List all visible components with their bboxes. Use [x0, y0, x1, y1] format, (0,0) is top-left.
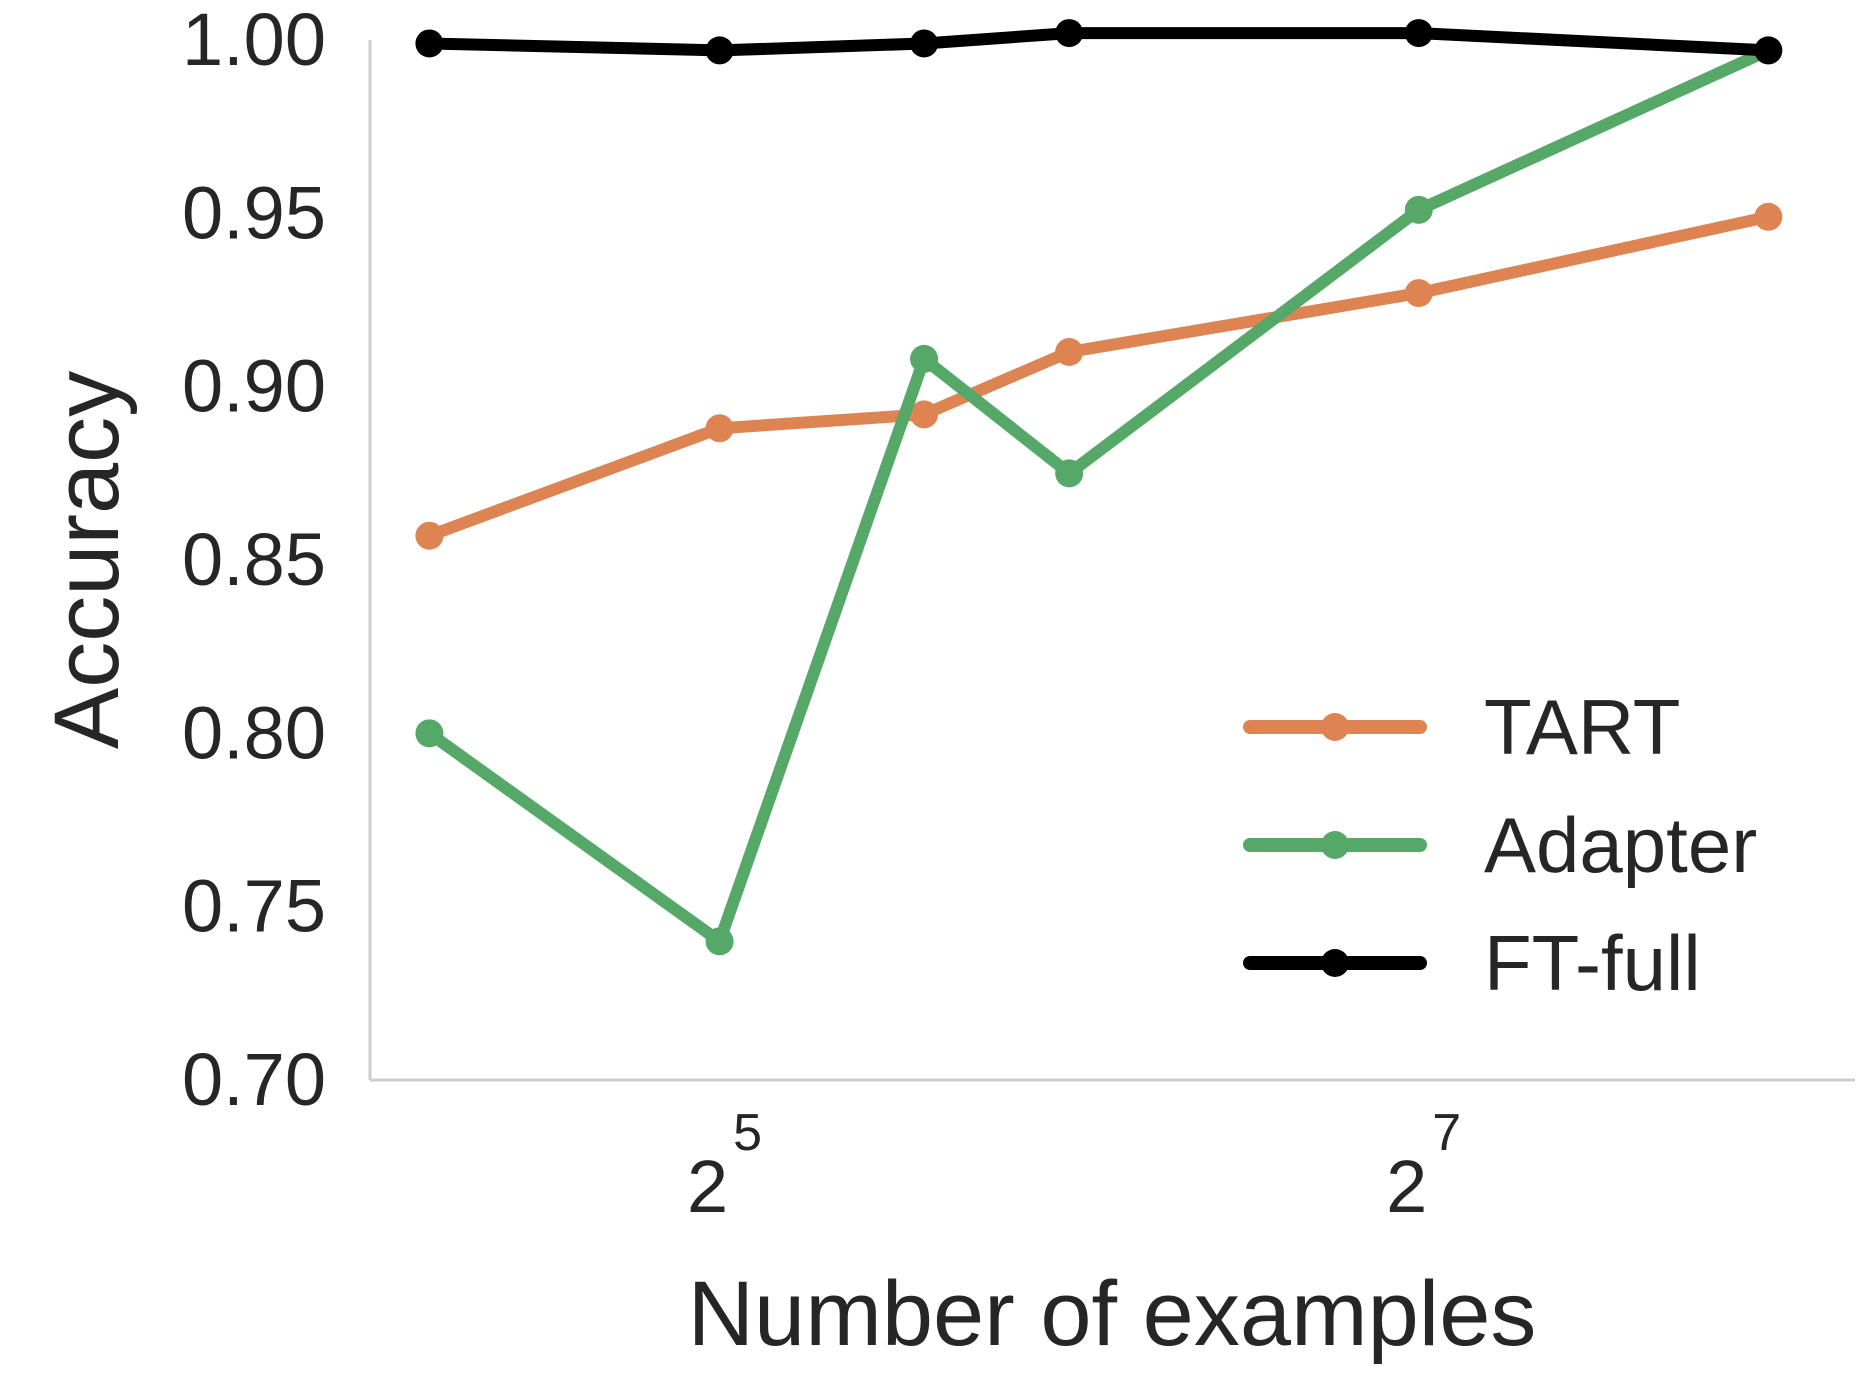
data-point [705, 36, 734, 65]
series-ft-full [415, 19, 1783, 65]
data-point [415, 29, 444, 58]
x-axis-label: Number of examples [688, 1263, 1537, 1365]
data-point [1404, 279, 1433, 308]
legend-swatch-marker [1321, 949, 1349, 977]
data-point [1055, 459, 1084, 488]
x-tick-base: 2 [1386, 1145, 1427, 1228]
x-tick-exponent: 7 [1432, 1104, 1461, 1162]
data-point [910, 29, 939, 58]
data-point [415, 719, 444, 748]
legend-entry: TART [1243, 683, 1680, 771]
series-line [423, 210, 1775, 542]
data-point [1055, 19, 1084, 48]
legend-swatch-marker [1321, 713, 1349, 741]
data-point [705, 414, 734, 443]
y-tick-label: 0.95 [182, 171, 326, 254]
data-point [1754, 36, 1783, 65]
y-tick-label: 0.85 [182, 518, 326, 601]
y-axis-label: Accuracy [36, 371, 138, 749]
data-point [1754, 202, 1783, 231]
legend: TART Adapter FT-full [1243, 683, 1757, 1007]
legend-label: Adapter [1484, 801, 1757, 889]
legend-entry: Adapter [1243, 801, 1757, 889]
data-point [1055, 338, 1084, 366]
y-tick-label: 0.90 [182, 345, 326, 428]
legend-label: TART [1484, 683, 1680, 771]
x-tick-label: 27 [1386, 1104, 1461, 1228]
legend-entry: FT-full [1243, 919, 1701, 1007]
y-tick-label: 1.00 [182, 0, 326, 81]
data-point [910, 344, 939, 373]
axes [368, 40, 1855, 1082]
y-tick-label: 0.80 [182, 691, 326, 774]
legend-label: FT-full [1484, 919, 1701, 1007]
x-tick-exponent: 5 [733, 1104, 762, 1162]
data-point [415, 521, 444, 550]
series-line [423, 44, 1775, 948]
series-line [423, 27, 1775, 57]
data-point [705, 927, 734, 956]
x-tick-label: 25 [687, 1104, 762, 1228]
legend-swatch-marker [1321, 831, 1349, 859]
series [415, 19, 1783, 956]
y-tick-label: 0.75 [182, 865, 326, 948]
data-point [1404, 195, 1433, 224]
data-point [910, 400, 939, 429]
y-tick-label: 0.70 [182, 1038, 326, 1121]
series-tart [415, 202, 1783, 550]
data-point [1404, 19, 1433, 48]
x-tick-base: 2 [687, 1145, 728, 1228]
